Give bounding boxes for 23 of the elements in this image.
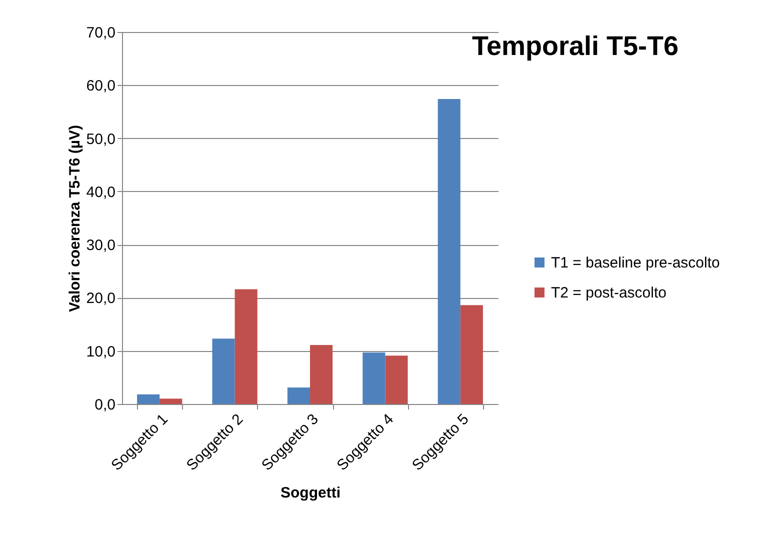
y-tick-label: 40,0 bbox=[86, 184, 116, 201]
y-tick-label: 30,0 bbox=[86, 237, 116, 254]
text: Temporali T5-T6 bbox=[472, 31, 679, 61]
x-axis-title: Soggetti bbox=[280, 484, 340, 502]
y-tick-label: 0,0 bbox=[94, 396, 116, 414]
y-axis-title: Valori coerenza T5-T6 (µV) bbox=[66, 124, 84, 312]
bar bbox=[160, 398, 182, 404]
bar bbox=[438, 98, 460, 404]
y-tick-label: 20,0 bbox=[86, 290, 116, 308]
legend-label: T2 = post-ascolto bbox=[551, 284, 666, 302]
bar bbox=[212, 338, 235, 404]
bar bbox=[362, 352, 386, 404]
bar bbox=[287, 388, 310, 404]
legend-label: T1 = baseline pre-ascolto bbox=[551, 254, 720, 272]
bar bbox=[460, 305, 483, 404]
y-tick-label: 10,0 bbox=[86, 343, 116, 360]
bar bbox=[234, 289, 258, 404]
bar bbox=[137, 394, 160, 404]
y-tick-label: 60,0 bbox=[86, 78, 116, 95]
y-tick-label: 50,0 bbox=[86, 130, 116, 148]
y-tick-label: 70,0 bbox=[86, 24, 116, 42]
bar bbox=[385, 356, 408, 404]
bar bbox=[310, 345, 333, 404]
